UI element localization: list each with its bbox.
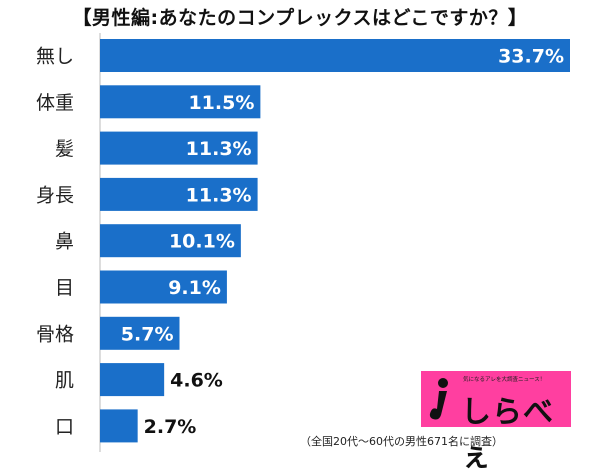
category-label: 骨格: [36, 323, 74, 345]
value-label: 11.5%: [188, 92, 254, 114]
value-label: 10.1%: [169, 231, 235, 253]
logo-tagline: 気になるアレを大調査ニュース！: [463, 377, 546, 383]
category-label: 口: [55, 416, 74, 438]
bars-group: 無し 33.7% 体重 11.5% 髪 11.3% 身長 11.3% 鼻 10.1% 目 9.1% 骨格…: [36, 39, 570, 443]
value-label: 9.1%: [168, 277, 221, 299]
category-label: 肌: [55, 370, 74, 392]
value-label: 5.7%: [121, 323, 174, 345]
value-label: 2.7%: [144, 416, 197, 438]
category-label: 鼻: [55, 231, 74, 253]
value-label: 11.3%: [186, 184, 252, 206]
logo-text: しらべぇ: [461, 395, 554, 474]
source-note: （全国20代～60代の男性671名に調査）: [300, 435, 503, 448]
category-label: 身長: [36, 184, 74, 206]
category-label: 無し: [36, 46, 74, 68]
value-label: 4.6%: [170, 370, 223, 392]
value-label: 11.3%: [186, 138, 252, 160]
bar-6: [100, 316, 180, 350]
category-label: 体重: [36, 92, 74, 114]
logo-i-icon: [429, 378, 448, 420]
shirabee-logo: 気になるアレを大調査ニュース！ しらべぇ: [421, 371, 571, 474]
category-label: 髪: [55, 138, 74, 160]
bar-8: [100, 409, 138, 443]
bar-0: [100, 39, 570, 72]
value-label: 33.7%: [498, 46, 564, 68]
bar-3: [100, 177, 258, 211]
category-label: 目: [55, 277, 74, 299]
chart-title: 【男性編:あなたのコンプレックスはどこですか？】: [72, 7, 528, 29]
bar-1: [100, 85, 261, 119]
bar-2: [100, 131, 258, 165]
bar-chart: 無し 33.7% 体重 11.5% 髪 11.3% 身長 11.3% 鼻 10.1% 目 9.1% 骨格…: [36, 33, 570, 452]
bar-4: [100, 224, 241, 258]
bar-7: [100, 363, 165, 397]
bar-5: [100, 270, 227, 304]
